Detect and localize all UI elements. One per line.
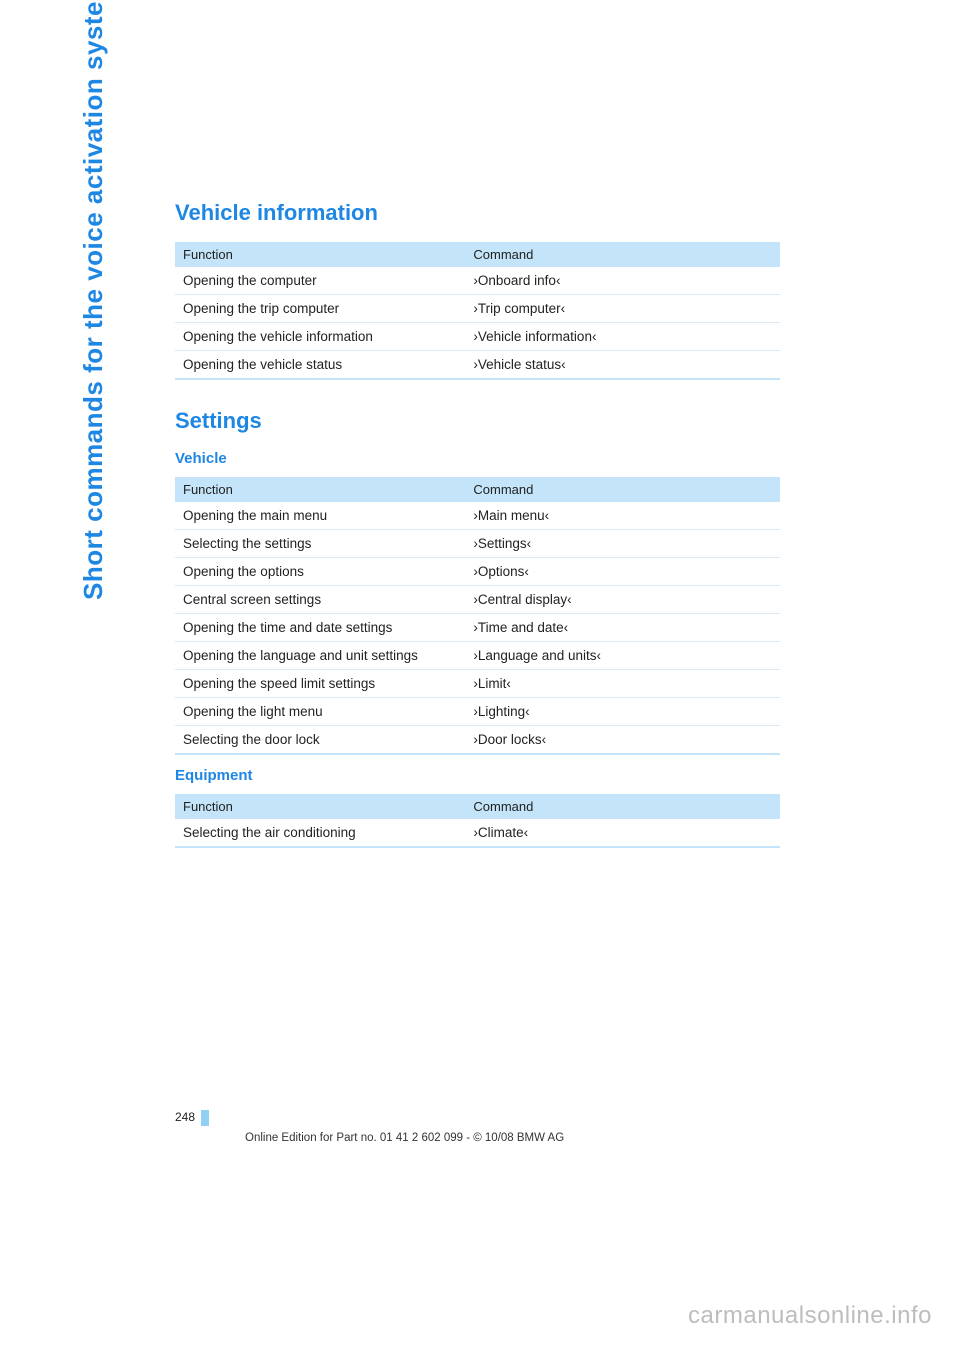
cell-command: ›Settings‹ <box>465 530 780 558</box>
table-header-function: Function <box>175 794 465 819</box>
cell-command: ›Main menu‹ <box>465 502 780 530</box>
table-header-command: Command <box>465 477 780 502</box>
cell-function: Opening the language and unit settings <box>175 642 465 670</box>
cell-function: Opening the main menu <box>175 502 465 530</box>
table-row: Opening the language and unit settings ›… <box>175 642 780 670</box>
table-vehicle-information: Function Command Opening the computer ›O… <box>175 242 780 380</box>
table-header-command: Command <box>465 242 780 267</box>
cell-function: Opening the vehicle status <box>175 351 465 380</box>
cell-function: Opening the speed limit settings <box>175 670 465 698</box>
edition-line: Online Edition for Part no. 01 41 2 602 … <box>175 1132 780 1144</box>
cell-command: ›Central display‹ <box>465 586 780 614</box>
cell-function: Central screen settings <box>175 586 465 614</box>
cell-command: ›Climate‹ <box>465 819 780 847</box>
table-settings-vehicle: Function Command Opening the main menu ›… <box>175 477 780 755</box>
cell-command: ›Time and date‹ <box>465 614 780 642</box>
subheading-vehicle: Vehicle <box>175 450 780 467</box>
table-row: Opening the speed limit settings ›Limit‹ <box>175 670 780 698</box>
cell-command: ›Options‹ <box>465 558 780 586</box>
cell-function: Selecting the door lock <box>175 726 465 755</box>
cell-function: Opening the options <box>175 558 465 586</box>
cell-command: ›Door locks‹ <box>465 726 780 755</box>
cell-command: ›Lighting‹ <box>465 698 780 726</box>
table-row: Opening the options ›Options‹ <box>175 558 780 586</box>
table-row: Opening the trip computer ›Trip computer… <box>175 295 780 323</box>
table-row: Selecting the settings ›Settings‹ <box>175 530 780 558</box>
cell-command: ›Vehicle information‹ <box>465 323 780 351</box>
heading-settings: Settings <box>175 408 780 434</box>
table-row: Opening the light menu ›Lighting‹ <box>175 698 780 726</box>
heading-vehicle-information: Vehicle information <box>175 200 780 226</box>
cell-command: ›Trip computer‹ <box>465 295 780 323</box>
page-number: 248 <box>175 1110 199 1124</box>
cell-function: Opening the trip computer <box>175 295 465 323</box>
table-row: Opening the time and date settings ›Time… <box>175 614 780 642</box>
table-header-command: Command <box>465 794 780 819</box>
cell-function: Opening the light menu <box>175 698 465 726</box>
sidebar-chapter-label: Short commands for the voice activation … <box>78 0 109 600</box>
cell-command: ›Limit‹ <box>465 670 780 698</box>
table-row: Opening the computer ›Onboard info‹ <box>175 267 780 295</box>
cell-function: Opening the computer <box>175 267 465 295</box>
table-settings-equipment: Function Command Selecting the air condi… <box>175 794 780 848</box>
cell-function: Opening the time and date settings <box>175 614 465 642</box>
cell-command: ›Language and units‹ <box>465 642 780 670</box>
page-footer: 248 Online Edition for Part no. 01 41 2 … <box>175 1110 780 1144</box>
table-row: Central screen settings ›Central display… <box>175 586 780 614</box>
cell-command: ›Onboard info‹ <box>465 267 780 295</box>
page-content: Vehicle information Function Command Ope… <box>175 200 780 848</box>
cell-command: ›Vehicle status‹ <box>465 351 780 380</box>
table-row: Selecting the door lock ›Door locks‹ <box>175 726 780 755</box>
cell-function: Opening the vehicle information <box>175 323 465 351</box>
table-row: Opening the vehicle information ›Vehicle… <box>175 323 780 351</box>
table-header-function: Function <box>175 242 465 267</box>
subheading-equipment: Equipment <box>175 767 780 784</box>
table-row: Opening the main menu ›Main menu‹ <box>175 502 780 530</box>
cell-function: Selecting the settings <box>175 530 465 558</box>
table-row: Selecting the air conditioning ›Climate‹ <box>175 819 780 847</box>
page-tab-marker <box>201 1110 209 1126</box>
table-header-function: Function <box>175 477 465 502</box>
watermark: carmanualsonline.info <box>688 1302 932 1330</box>
table-row: Opening the vehicle status ›Vehicle stat… <box>175 351 780 380</box>
cell-function: Selecting the air conditioning <box>175 819 465 847</box>
